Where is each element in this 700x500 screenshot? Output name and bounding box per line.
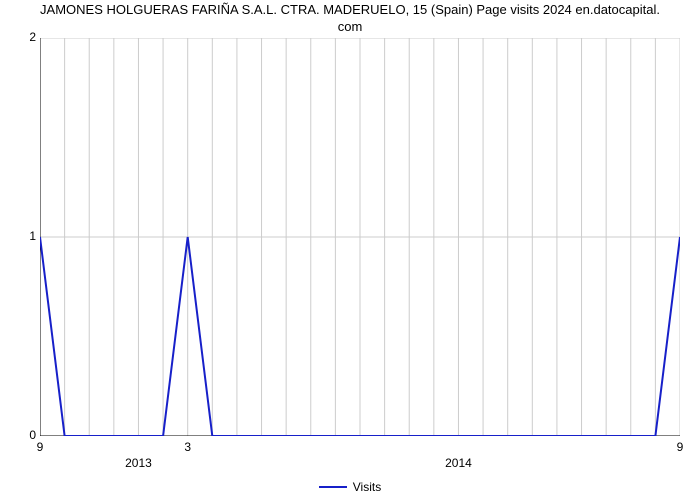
chart-title: JAMONES HOLGUERAS FARIÑA S.A.L. CTRA. MA… bbox=[0, 2, 700, 36]
legend-label: Visits bbox=[353, 480, 381, 494]
x-tick-label: 9 bbox=[665, 440, 695, 454]
title-line-1: JAMONES HOLGUERAS FARIÑA S.A.L. CTRA. MA… bbox=[40, 2, 660, 17]
x-year-label: 2014 bbox=[428, 456, 488, 470]
plot-area bbox=[40, 38, 680, 436]
x-year-label: 2013 bbox=[108, 456, 168, 470]
legend: Visits bbox=[0, 479, 700, 494]
line-chart-svg bbox=[40, 38, 680, 436]
x-tick-label: 3 bbox=[173, 440, 203, 454]
legend-swatch bbox=[319, 486, 347, 488]
y-tick-label: 2 bbox=[6, 30, 36, 44]
title-line-2: com bbox=[338, 19, 363, 34]
chart-container: JAMONES HOLGUERAS FARIÑA S.A.L. CTRA. MA… bbox=[0, 0, 700, 500]
x-tick-label: 9 bbox=[25, 440, 55, 454]
y-tick-label: 1 bbox=[6, 229, 36, 243]
